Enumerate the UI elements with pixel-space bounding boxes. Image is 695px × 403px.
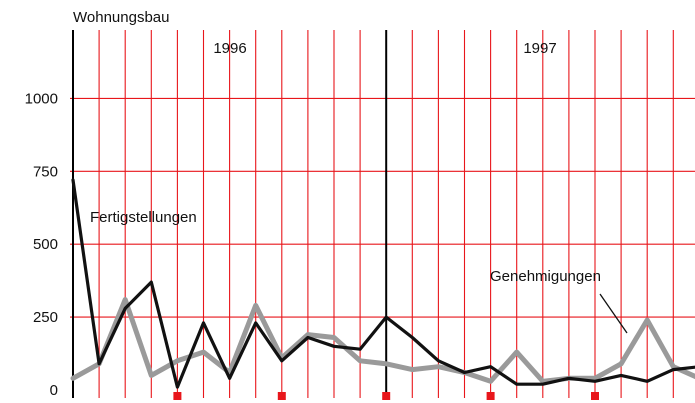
month-marker	[173, 392, 182, 400]
y-axis-ticks: 0 250 500 750 1000	[25, 90, 58, 399]
label-genehmigungen: Genehmigungen	[490, 268, 601, 285]
chart-title: Wohnungsbau	[73, 9, 169, 26]
month-marker	[382, 392, 391, 400]
month-marker	[277, 392, 286, 400]
year-label-1996: 1996	[213, 40, 246, 57]
y-tick-750: 750	[33, 163, 58, 180]
y-tick-0: 0	[50, 382, 58, 399]
series-line-genehmigungen	[70, 297, 695, 384]
series	[70, 178, 695, 389]
genehmigungen-pointer	[599, 293, 628, 334]
month-markers	[173, 392, 599, 400]
year-label-1997: 1997	[523, 40, 556, 57]
month-marker	[591, 392, 599, 400]
series-line-fertigstellungen	[71, 178, 695, 389]
month-marker	[486, 392, 495, 400]
y-tick-500: 500	[33, 236, 58, 253]
label-fertigstellungen: Fertigstellungen	[90, 209, 197, 226]
y-tick-1000: 1000	[25, 90, 58, 107]
y-tick-250: 250	[33, 309, 58, 326]
